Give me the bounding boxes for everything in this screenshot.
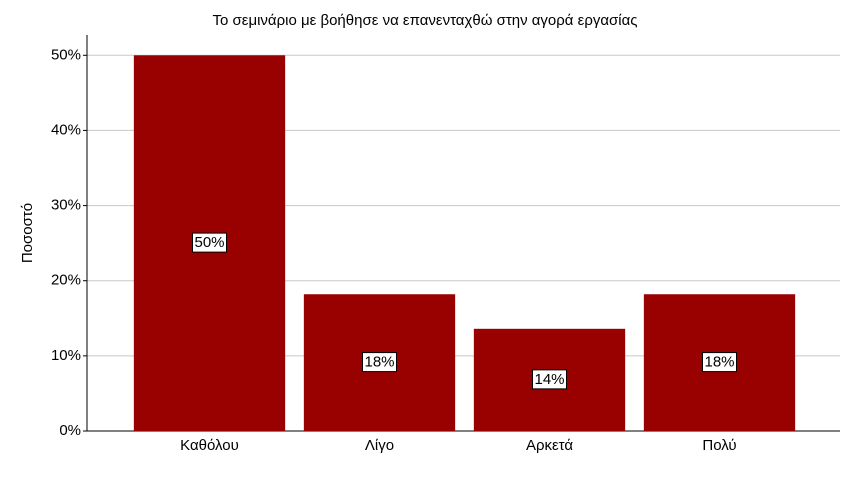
x-tick-label: Λίγο — [365, 437, 394, 454]
data-label-box — [701, 352, 738, 373]
y-tick-label: 0% — [59, 422, 81, 439]
data-label-text: 18% — [364, 354, 394, 371]
data-label: 14% — [531, 369, 568, 390]
x-tick-label: Αρκετά — [526, 437, 573, 454]
y-tick-label: 50% — [51, 46, 81, 63]
chart-title: Το σεμινάριο με βοήθησε να επανενταχθώ σ… — [212, 12, 637, 29]
x-tick-label: Πολύ — [702, 437, 736, 454]
data-label-text: 14% — [534, 371, 564, 388]
data-label: 50% — [191, 232, 228, 253]
y-tick-label: 40% — [51, 121, 81, 138]
y-tick-label: 20% — [51, 272, 81, 289]
y-axis-label: Ποσοστό — [19, 203, 36, 263]
x-tick-label: Καθόλου — [180, 437, 239, 454]
data-label-text: 18% — [704, 354, 734, 371]
y-tick-label: 10% — [51, 347, 81, 364]
data-label: 18% — [361, 352, 398, 373]
data-label: 18% — [701, 352, 738, 373]
data-label-box — [191, 232, 228, 253]
y-tick-label: 30% — [51, 197, 81, 214]
data-label-box — [531, 369, 568, 390]
data-label-text: 50% — [194, 234, 224, 251]
data-label-box — [361, 352, 398, 373]
